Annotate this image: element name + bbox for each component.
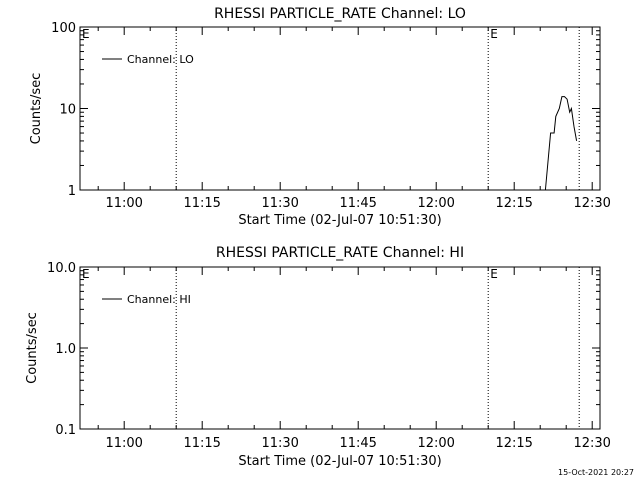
p1-event-marker-label: E: [490, 27, 498, 41]
p1-legend-label: Channel: LO: [127, 53, 194, 66]
p2-x-tick-label: 12:15: [495, 436, 532, 451]
p2-x-tick-label: 11:30: [261, 436, 298, 451]
p1-x-tick-label: 12:30: [573, 196, 610, 211]
p2-x-tick-label: 11:45: [339, 436, 376, 451]
p1-series-line: [544, 96, 578, 191]
p2-plot-frame: [79, 266, 601, 430]
p1-x-tick-label: 12:00: [417, 196, 454, 211]
p2-y-tick-label: 1.0: [55, 342, 76, 357]
p1-corner-label: E: [82, 27, 90, 41]
p1-x-tick-label: 11:45: [339, 196, 376, 211]
p2-y-axis-label: Counts/sec: [25, 312, 40, 384]
p1-y-tick-label: 10: [59, 103, 76, 118]
p1-x-tick-label: 11:00: [105, 196, 142, 211]
p2-y-tick-label: 10.0: [47, 261, 76, 276]
p2-x-tick-label: 12:00: [417, 436, 454, 451]
p2-event-marker-label: E: [490, 267, 498, 281]
p1-y-tick-label: 1: [68, 184, 76, 199]
p1-chart-title: RHESSI PARTICLE_RATE Channel: LO: [214, 6, 466, 22]
p2-legend-label: Channel: HI: [127, 293, 191, 306]
p2-x-tick-label: 11:00: [105, 436, 142, 451]
p1-y-axis-label: Counts/sec: [29, 73, 44, 145]
p1-x-tick-label: 12:15: [495, 196, 532, 211]
p2-x-tick-label: 11:15: [183, 436, 220, 451]
p2-x-tick-label: 12:30: [573, 436, 610, 451]
p1-x-axis-label: Start Time (02-Jul-07 10:51:30): [238, 213, 441, 228]
footer-timestamp: 15-Oct-2021 20:27: [558, 468, 634, 477]
p1-x-tick-label: 11:15: [183, 196, 220, 211]
p2-y-tick-label: 0.1: [55, 423, 76, 438]
p2-x-axis-label: Start Time (02-Jul-07 10:51:30): [238, 454, 441, 469]
p1-y-tick-label: 100: [51, 21, 76, 36]
p1-x-tick-label: 11:30: [261, 196, 298, 211]
p2-chart-title: RHESSI PARTICLE_RATE Channel: HI: [216, 245, 464, 261]
p1-plot-frame: [79, 26, 601, 191]
p2-corner-label: E: [82, 267, 90, 281]
